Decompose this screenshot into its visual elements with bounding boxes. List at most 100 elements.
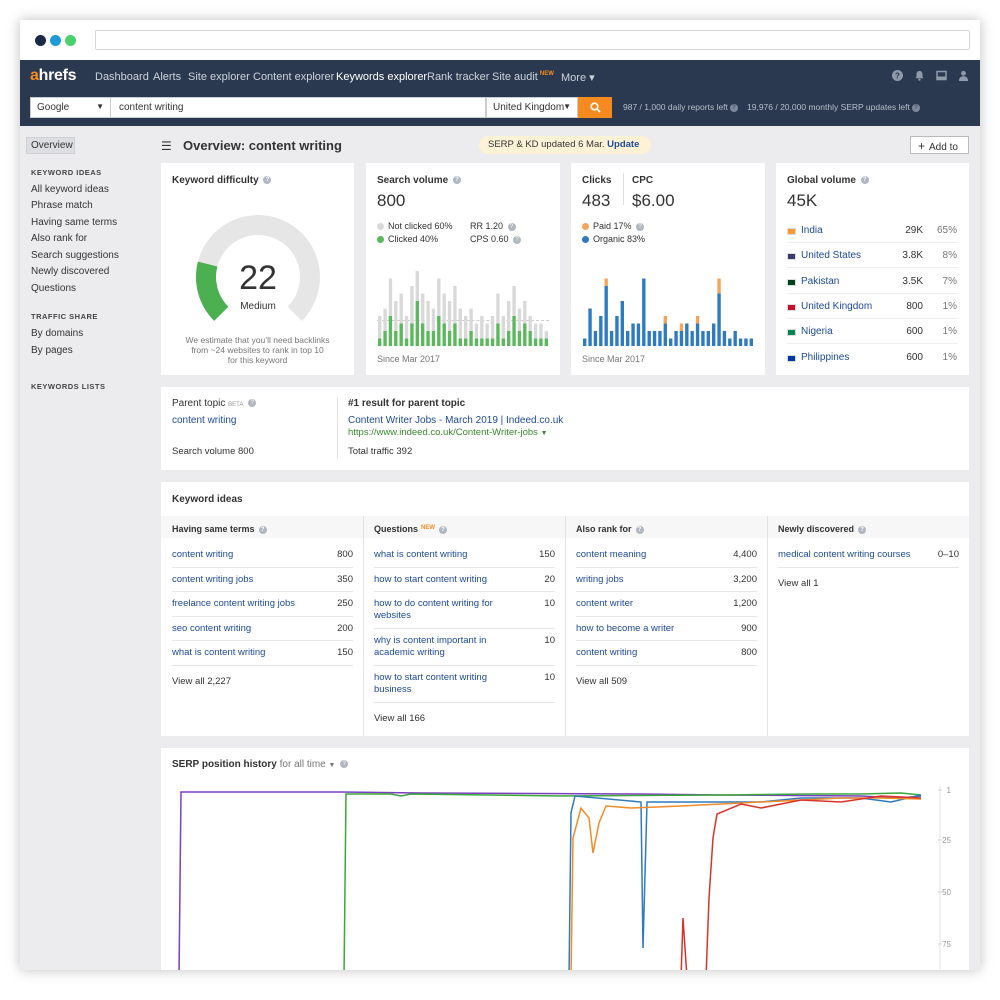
keyword-link[interactable]: what is content writing [374, 549, 468, 560]
parent-topic-link[interactable]: content writing [172, 415, 237, 426]
help-icon[interactable]: ? [248, 399, 257, 408]
sidebar-item-search-suggestions[interactable]: Search suggestions [31, 250, 119, 261]
help-icon[interactable]: ? [860, 176, 869, 185]
nav-keywords-explorer[interactable]: Keywords explorer [336, 71, 428, 83]
view-all-link[interactable]: View all 2,227 [172, 676, 231, 687]
country-select[interactable]: United Kingdom ▼ [486, 97, 578, 118]
sv-cps: CPS 0.60 ? [470, 234, 522, 244]
view-all-link[interactable]: View all 166 [374, 713, 426, 725]
sidebar-item-questions[interactable]: Questions [31, 283, 77, 294]
country-percent: 7% [942, 275, 957, 287]
country-row[interactable]: Pakistan 3.5K 7% [787, 276, 957, 290]
country-row[interactable]: United Kingdom 800 1% [787, 301, 957, 315]
view-all-link[interactable]: View all 1 [778, 577, 819, 589]
row-divider [172, 566, 353, 568]
flag-icon [787, 278, 796, 286]
keyword-link[interactable]: content writing jobs [172, 573, 254, 585]
keyword-link[interactable]: how to do content writing for websites [374, 598, 493, 622]
help-icon[interactable]: ? [636, 222, 645, 231]
sidebar-item-by-domains[interactable]: By domains [31, 328, 84, 339]
window-minimize-dot[interactable] [50, 35, 61, 46]
sidebar-header-keywords-lists[interactable]: KEYWORDS LISTS [31, 382, 106, 391]
nav-site-audit[interactable]: Site audit NEW [492, 71, 554, 83]
result-link[interactable]: Content Writer Jobs - March 2019 | Indee… [348, 415, 564, 426]
serp-history-range[interactable]: for all time ▼ [280, 759, 336, 770]
clicks-bar-paid [663, 316, 667, 324]
help-icon[interactable]: ? [263, 176, 272, 185]
window-close-dot[interactable] [35, 35, 46, 46]
country-row[interactable]: United States 3.8K 8% [787, 250, 957, 264]
clicks-organic: Organic 83% [582, 234, 645, 244]
help-icon[interactable]: ? [507, 222, 516, 231]
nav-rank-tracker[interactable]: Rank tracker [427, 71, 490, 83]
keyword-link[interactable]: how to start content writing [374, 573, 487, 585]
keyword-link[interactable]: writing jobs [576, 573, 624, 585]
country-name[interactable]: United Kingdom [801, 300, 873, 312]
nav-content-explorer[interactable]: Content explorer [253, 71, 335, 83]
keyword-link[interactable]: freelance content writing jobs [172, 598, 296, 610]
sidebar-item-by-pages[interactable]: By pages [31, 345, 73, 356]
keyword-link[interactable]: how to become a writer [576, 622, 675, 634]
keyword-link[interactable]: seo content writing [172, 622, 252, 634]
kd-note-line: for this keyword [227, 355, 288, 365]
sidebar-item-newly-discovered[interactable]: Newly discovered [31, 266, 110, 277]
window-maximize-dot[interactable] [65, 35, 76, 46]
help-icon[interactable]: ? [911, 103, 920, 112]
search-icon [589, 102, 601, 113]
help-icon[interactable]: ? [635, 525, 644, 534]
menu-icon[interactable]: ☰ [161, 139, 172, 153]
help-icon[interactable]: ? [439, 525, 448, 534]
country-name[interactable]: United States [801, 250, 862, 262]
bell-icon[interactable] [913, 70, 925, 82]
country-row[interactable]: Nigeria 600 1% [787, 326, 957, 340]
country-row[interactable]: Philippines 600 1% [787, 352, 957, 366]
nav-alerts[interactable]: Alerts [153, 71, 182, 83]
keyword-link[interactable]: medical content writing courses [778, 549, 911, 560]
sidebar-item-overview[interactable]: Overview [26, 137, 75, 154]
help-icon[interactable]: ? [513, 235, 522, 244]
keyword-volume: 250 [337, 598, 353, 610]
address-bar[interactable] [95, 30, 970, 50]
sv-bar-clicked [496, 323, 500, 346]
sidebar-item-having-same-terms[interactable]: Having same terms [31, 217, 118, 228]
update-link[interactable]: Update [607, 139, 640, 150]
country-name[interactable]: Philippines [801, 351, 850, 363]
sidebar-item-phrase-match[interactable]: Phrase match [31, 200, 93, 211]
user-icon[interactable] [957, 70, 969, 82]
sv-bar-not-clicked [404, 316, 409, 339]
keyword-link[interactable]: why is content important in academic wri… [374, 635, 487, 659]
view-all-link[interactable]: View all 509 [576, 676, 628, 687]
help-icon[interactable]: ? [340, 760, 349, 769]
keyword-link[interactable]: content writer [576, 598, 634, 610]
country-row[interactable]: India 29K 65% [787, 225, 957, 239]
help-icon[interactable]: ? [858, 525, 867, 534]
keyword-link[interactable]: content meaning [576, 549, 647, 560]
keyword-ideas-card: Keyword ideas Having same terms? content … [161, 482, 969, 736]
nav-site-explorer[interactable]: Site explorer [188, 71, 250, 83]
flag-icon [787, 228, 796, 235]
country-name[interactable]: Nigeria [801, 326, 833, 338]
help-icon[interactable]: ? [729, 103, 738, 112]
sidebar-item-also-rank-for[interactable]: Also rank for [31, 233, 88, 244]
keyword-input[interactable]: content writing [111, 97, 486, 118]
legend-dot [582, 223, 589, 231]
nav-more[interactable]: More ▾ [561, 71, 595, 84]
keyword-link[interactable]: content writing [172, 549, 234, 560]
search-button[interactable] [578, 97, 612, 118]
keyword-link[interactable]: how to start content writing business [374, 672, 487, 696]
inbox-icon[interactable] [935, 70, 947, 82]
sidebar-item-all-keyword-ideas[interactable]: All keyword ideas [31, 184, 109, 195]
keyword-link[interactable]: what is content writing [172, 647, 266, 659]
help-icon[interactable]: ? [258, 525, 267, 534]
help-icon[interactable]: ? [891, 70, 903, 82]
nav-dashboard[interactable]: Dashboard [95, 71, 149, 83]
add-to-button[interactable]: + Add to [910, 136, 969, 154]
country-name[interactable]: Pakistan [801, 275, 840, 287]
ahrefs-logo[interactable]: ahrefs [30, 67, 77, 84]
help-icon[interactable]: ? [452, 176, 461, 185]
keyword-link[interactable]: content writing [576, 647, 638, 659]
keyword-column-header-text: Also rank for [576, 524, 632, 534]
country-name[interactable]: India [801, 225, 823, 236]
result-url[interactable]: https://www.indeed.co.uk/Content-Writer-… [348, 427, 548, 438]
search-engine-select[interactable]: Google ▼ [30, 97, 111, 118]
